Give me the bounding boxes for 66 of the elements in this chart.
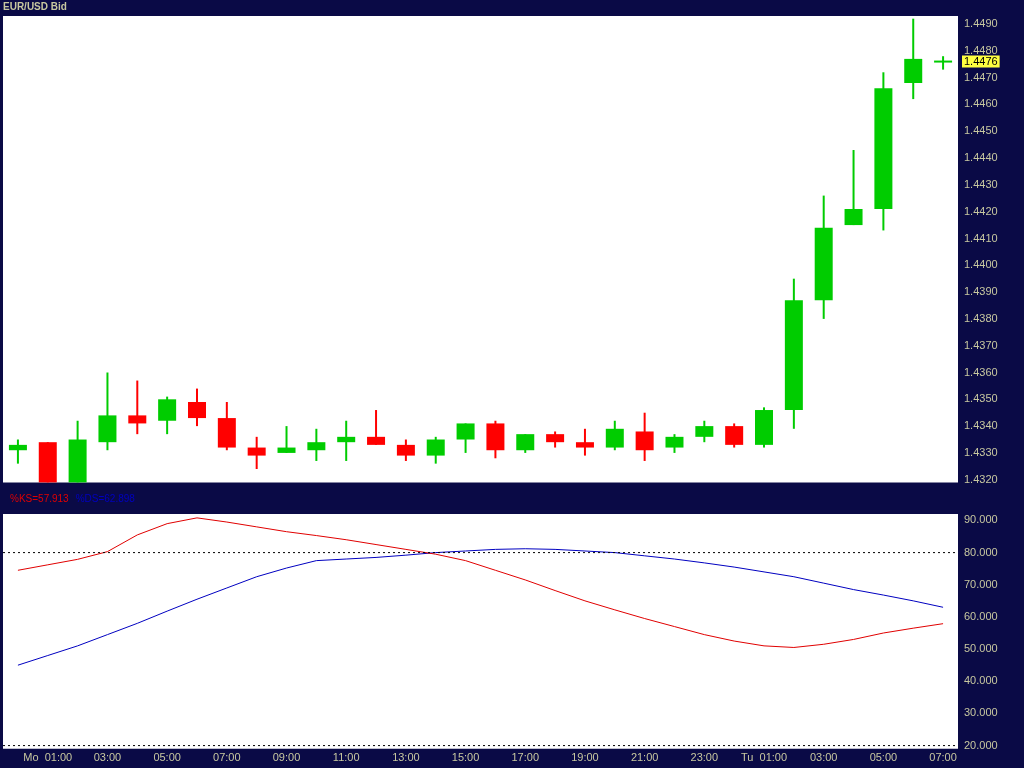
y-tick-label: 1.4460 <box>964 97 998 110</box>
candlestick <box>635 411 654 462</box>
y-tick-label: 40.000 <box>964 674 998 687</box>
x-tick-label: 13:00 <box>392 751 420 764</box>
candlestick <box>337 419 356 462</box>
candlestick <box>158 395 177 436</box>
y-tick-label: 1.4450 <box>964 124 998 137</box>
candlestick <box>456 422 475 454</box>
y-tick-label: 30.000 <box>964 706 998 719</box>
x-tick-label: 19:00 <box>571 751 599 764</box>
x-tick-label: Mo 01:00 <box>23 751 73 764</box>
x-tick-label: 03:00 <box>809 751 838 764</box>
x-tick-label: 07:00 <box>929 751 957 764</box>
y-tick-label: 1.4430 <box>964 177 998 190</box>
x-tick-label: Tu 01:00 <box>740 751 788 764</box>
candlestick <box>247 435 266 470</box>
x-tick-label: 23:00 <box>690 751 719 764</box>
x-tick-label: 17:00 <box>511 751 540 764</box>
candlestick <box>396 438 415 462</box>
x-tick-label: 03:00 <box>93 751 122 764</box>
candlestick <box>8 438 27 465</box>
x-tick-label: 15:00 <box>451 751 480 764</box>
y-tick-label: 1.4420 <box>964 204 998 217</box>
x-tick-label: 11:00 <box>332 751 360 764</box>
y-tick-label: 1.4340 <box>964 419 998 432</box>
y-tick-label: 1.4360 <box>964 365 998 378</box>
candlestick <box>725 422 744 449</box>
x-tick-label: 09:00 <box>272 751 301 764</box>
candlestick <box>277 425 296 454</box>
candlestick <box>516 433 535 454</box>
candlestick <box>844 149 863 227</box>
y-tick-label: 1.4490 <box>964 17 998 30</box>
candlestick <box>128 379 147 436</box>
y-tick-label: 50.000 <box>964 642 998 655</box>
candlestick <box>605 419 624 452</box>
y-tick-label: 1.4470 <box>964 70 998 83</box>
y-tick-label: 1.4380 <box>964 311 998 324</box>
y-tick-label: 90.000 <box>964 513 998 526</box>
y-tick-label: 1.4390 <box>964 285 998 298</box>
y-tick-label: 80.000 <box>964 545 998 558</box>
candlestick <box>665 433 684 454</box>
text: %DS=62.898 <box>75 492 136 504</box>
x-tick-label: 05:00 <box>869 751 898 764</box>
x-tick-label: 05:00 <box>153 751 181 764</box>
y-tick-label: 60.000 <box>964 609 998 622</box>
y-tick-label: 1.4370 <box>964 338 998 351</box>
candlestick <box>187 387 206 428</box>
text: 1.4476 <box>964 54 998 67</box>
candlestick <box>367 409 386 446</box>
x-tick-label: 07:00 <box>213 751 241 764</box>
y-tick-label: 1.4400 <box>964 258 998 271</box>
y-tick-label: 1.4330 <box>964 445 998 458</box>
y-tick-label: 1.4320 <box>964 472 998 485</box>
y-tick-label: 1.4440 <box>964 151 998 164</box>
chart-title: EUR/USD Bid <box>3 0 67 12</box>
y-tick-label: 1.4410 <box>964 231 998 244</box>
y-tick-label: 20.000 <box>964 738 998 751</box>
y-tick-label: 1.4480 <box>964 43 998 56</box>
text: %KS=57.913 <box>10 492 70 504</box>
y-tick-label: 70.000 <box>964 577 998 590</box>
candlestick <box>575 427 594 457</box>
candlestick <box>695 419 714 444</box>
y-tick-label: 1.4350 <box>964 392 998 405</box>
x-tick-label: 21:00 <box>630 751 659 764</box>
candlestick <box>426 435 445 465</box>
candlestick <box>307 427 326 462</box>
